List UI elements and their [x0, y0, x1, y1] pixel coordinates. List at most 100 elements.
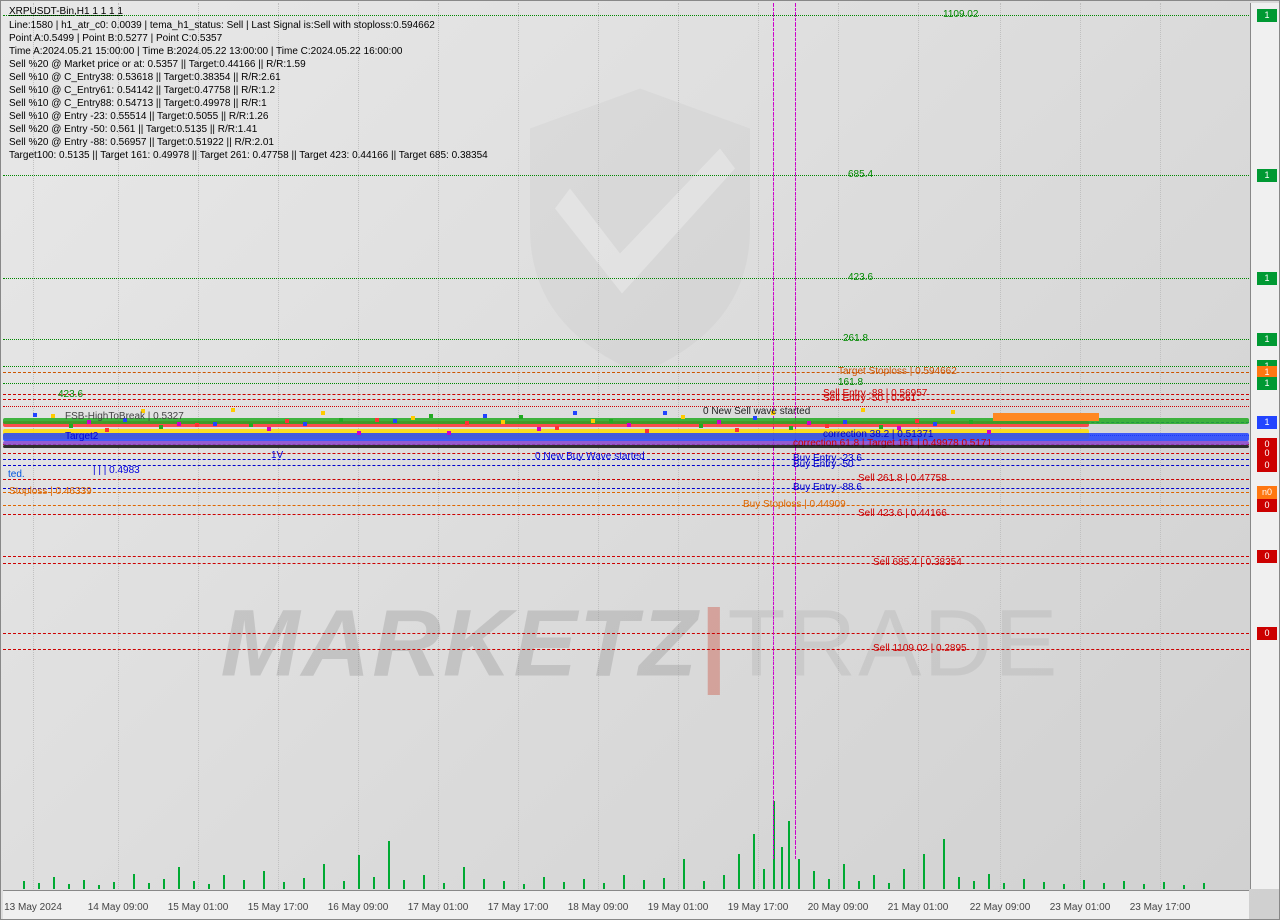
volume-bar: [1183, 885, 1185, 889]
volume-bar: [223, 875, 225, 889]
level-label: Buy Stoploss | 0.44909: [743, 499, 846, 510]
volume-bar: [323, 864, 325, 889]
x-tick-label: 17 May 01:00: [408, 902, 469, 913]
x-tick-label: 18 May 09:00: [568, 902, 629, 913]
volume-bar: [303, 878, 305, 889]
volume-bar: [903, 869, 905, 889]
volume-bar: [23, 881, 25, 889]
axis-price-marker: 0: [1257, 499, 1277, 512]
level-label: Target Stoploss | 0.594662: [838, 366, 957, 377]
volume-bar: [738, 854, 740, 889]
level-label: 423.6: [848, 272, 873, 283]
level-label: 1109.02: [943, 9, 978, 20]
header-line: Sell %20 @ Entry -88: 0.56957 || Target:…: [9, 136, 274, 149]
volume-bar: [563, 882, 565, 889]
volume-bar: [753, 834, 755, 889]
x-tick-label: 19 May 01:00: [648, 902, 709, 913]
volume-bar: [958, 877, 960, 889]
header-line: Sell %10 @ C_Entry61: 0.54142 || Target:…: [9, 84, 275, 97]
volume-bar: [133, 874, 135, 889]
volume-bar: [788, 821, 790, 889]
level-label: 261.8: [843, 333, 868, 344]
volume-bar: [1103, 883, 1105, 889]
volume-bar: [388, 841, 390, 889]
header-line: Sell %10 @ Entry -23: 0.55514 || Target:…: [9, 110, 268, 123]
volume-bar: [38, 883, 40, 889]
volume-bar: [1063, 884, 1065, 889]
volume-subplot: [3, 799, 1249, 889]
volume-bar: [403, 880, 405, 889]
time-axis[interactable]: 13 May 2024 14 May 09:00 15 May 01:00 15 Ma…: [3, 890, 1249, 919]
volume-bar: [483, 879, 485, 889]
x-tick-label: 20 May 09:00: [808, 902, 869, 913]
header-line: Target100: 0.5135 || Target 161: 0.49978…: [9, 149, 488, 162]
volume-bar: [623, 875, 625, 889]
x-tick-label: 15 May 01:00: [168, 902, 229, 913]
volume-bar: [828, 879, 830, 889]
annotation: FSB-HighToBreak | 0.5327: [65, 411, 184, 422]
indicator-line: [3, 433, 1249, 441]
axis-price-marker: 0: [1257, 550, 1277, 563]
volume-bar: [583, 879, 585, 889]
volume-bar: [343, 881, 345, 889]
volume-bar: [463, 867, 465, 889]
x-tick-label: 17 May 17:00: [488, 902, 549, 913]
chart-plot-area[interactable]: XRPUSDT-Bin,H1 1 1 1 1 Line:1580 | h1_at…: [3, 3, 1249, 889]
volume-bar: [1143, 884, 1145, 889]
annotation: Target2: [65, 431, 98, 442]
axis-price-marker: 1: [1257, 333, 1277, 346]
x-tick-label: 14 May 09:00: [88, 902, 149, 913]
volume-bar: [373, 877, 375, 889]
chart-title: XRPUSDT-Bin,H1 1 1 1 1: [9, 5, 123, 18]
volume-bar: [923, 854, 925, 889]
x-tick-label: 13 May 2024: [4, 902, 62, 913]
x-tick-label: 15 May 17:00: [248, 902, 309, 913]
header-line: Sell %20 @ Entry -50: 0.561 || Target:0.…: [9, 123, 257, 136]
axis-price-marker: 1: [1257, 416, 1277, 429]
volume-bar: [888, 883, 890, 889]
volume-bar: [148, 883, 150, 889]
x-tick-label: 21 May 01:00: [888, 902, 949, 913]
volume-bar: [663, 878, 665, 889]
volume-bar: [973, 881, 975, 889]
volume-bar: [113, 882, 115, 889]
volume-bar: [813, 871, 815, 889]
volume-bar: [283, 882, 285, 889]
level-label: 161.8: [838, 377, 863, 388]
level-label: Sell Entry -50 | 0.561: [823, 393, 916, 404]
level-label: Sell 261.8 | 0.47758: [858, 473, 947, 484]
volume-bar: [263, 871, 265, 889]
level-label: Buy Entry -88.6: [793, 482, 862, 493]
volume-bar: [1203, 883, 1205, 889]
volume-bar: [53, 877, 55, 889]
indicator-line: [3, 445, 1249, 448]
volume-bar: [943, 839, 945, 889]
level-label: Sell 423.6 | 0.44166: [858, 508, 947, 519]
level-label: 685.4: [848, 169, 873, 180]
volume-bar: [1003, 883, 1005, 889]
volume-bar: [781, 847, 783, 889]
price-axis[interactable]: 11111111000n0000: [1250, 3, 1279, 889]
axis-price-marker: 1: [1257, 377, 1277, 390]
volume-bar: [523, 884, 525, 889]
axis-price-marker: 0: [1257, 627, 1277, 640]
header-line: Sell %20 @ Market price or at: 0.5357 ||…: [9, 58, 306, 71]
volume-bar: [358, 855, 360, 889]
level-label: Sell 1109.02 | 0.2895: [873, 643, 967, 654]
level-label: Stoploss | 0.46339: [9, 486, 92, 497]
volume-bar: [193, 881, 195, 889]
volume-bar: [683, 859, 685, 889]
volume-bar: [543, 877, 545, 889]
x-tick-label: 23 May 01:00: [1050, 902, 1111, 913]
volume-bar: [443, 883, 445, 889]
axis-price-marker: n0: [1257, 486, 1277, 499]
volume-bar: [1123, 881, 1125, 889]
volume-bar: [503, 881, 505, 889]
axis-price-marker: 0: [1257, 459, 1277, 472]
header-line: Time A:2024.05.21 15:00:00 | Time B:2024…: [9, 45, 402, 58]
x-tick-label: 19 May 17:00: [728, 902, 789, 913]
volume-bar: [763, 869, 765, 889]
level-label: Buy Entry -50: [793, 459, 854, 470]
volume-bar: [68, 884, 70, 889]
volume-bar: [988, 874, 990, 889]
